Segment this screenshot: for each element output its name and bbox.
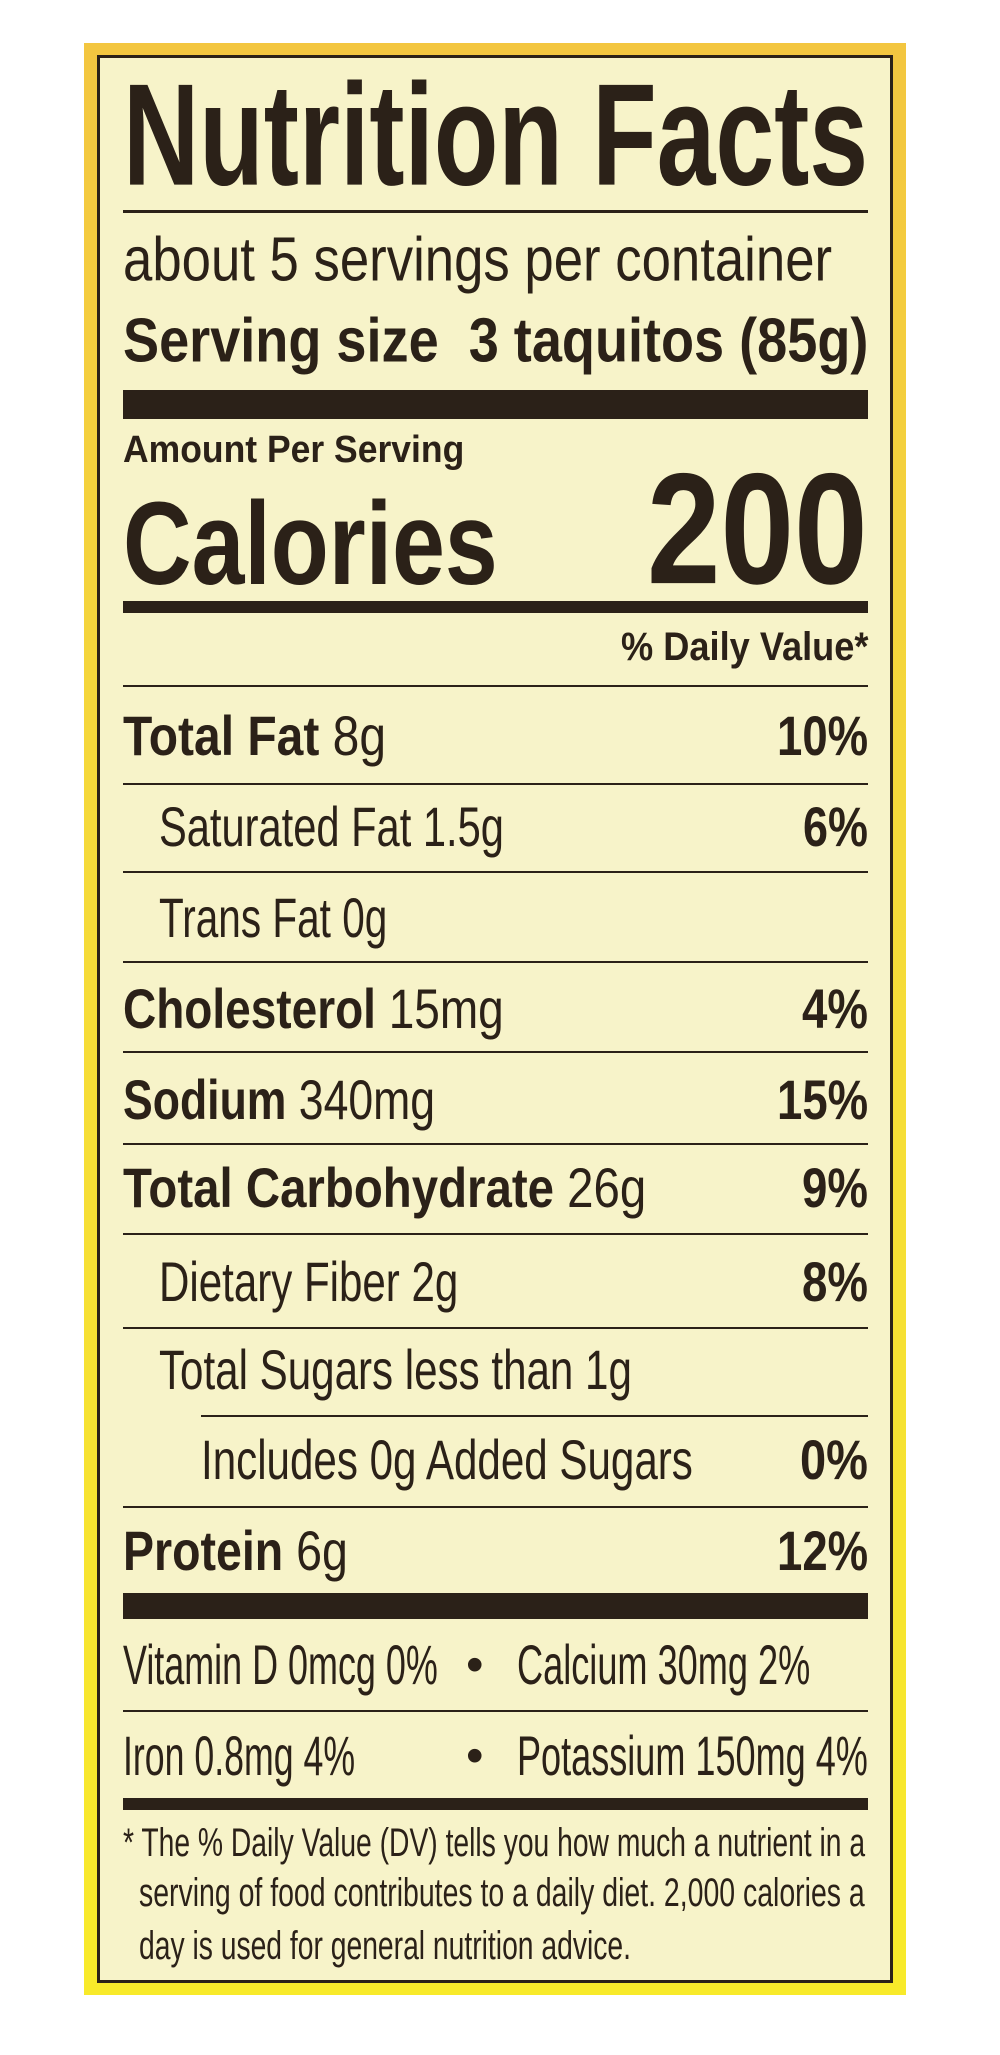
nutrient-name: Cholesterol: [123, 976, 376, 1040]
thick-divider: [123, 390, 868, 419]
nutrient-daily-value: 8%: [802, 1249, 868, 1313]
calories-value: 200: [647, 441, 868, 618]
calcium: Calcium 30mg 2%: [517, 1632, 811, 1696]
nutrient-name: Dietary Fiber: [159, 1249, 400, 1313]
nutrition-facts-panel: [97, 55, 893, 1983]
nutrient-amount: 340mg: [298, 1067, 436, 1131]
nutrient-amount: less than 1g: [404, 1337, 632, 1401]
nutrient-daily-value: 6%: [803, 794, 868, 858]
serving-size-label: Serving size: [123, 306, 439, 376]
nutrient-name: Total Fat: [123, 703, 320, 767]
nutrient-row-label: Saturated Fat 1.5g: [159, 795, 504, 859]
nutrient-row-label: Total Carbohydrate 26g: [123, 1156, 646, 1220]
footnote-line: serving of food contributes to a daily d…: [139, 1871, 865, 1915]
nutrient-daily-value: 15%: [776, 1067, 868, 1131]
iron: Iron 0.8mg 4%: [123, 1723, 356, 1787]
divider: [123, 783, 868, 785]
nutrient-amount: 26g: [567, 1155, 647, 1219]
bullet: •: [466, 1727, 484, 1784]
nutrient-row-label: Dietary Fiber 2g: [159, 1250, 458, 1314]
nutrient-amount: 15mg: [388, 976, 504, 1040]
bullet: •: [466, 1636, 484, 1693]
nutrient-name: Total Carbohydrate: [123, 1155, 554, 1219]
divider: [123, 1051, 868, 1053]
footnote-line: day is used for general nutrition advice…: [139, 1924, 631, 1968]
nutrient-amount: 0g: [342, 885, 388, 949]
divider: [123, 1233, 868, 1235]
nutrient-amount: 6g: [296, 1518, 348, 1582]
nutrient-row-label: Includes 0g Added Sugars: [201, 1428, 693, 1492]
nutrient-name: Includes 0g Added Sugars: [201, 1427, 693, 1491]
nutrient-name: Trans Fat: [159, 885, 331, 949]
divider: [123, 1710, 868, 1712]
nutrient-name: Total Sugars: [159, 1337, 394, 1401]
medium-divider: [123, 1798, 868, 1810]
divider: [123, 1506, 868, 1508]
nutrient-amount: 2g: [411, 1249, 459, 1313]
nutrient-row-label: Sodium 340mg: [123, 1068, 435, 1132]
divider: [123, 961, 868, 963]
nutrient-daily-value: 0%: [800, 1427, 868, 1491]
nutrient-daily-value: 10%: [776, 703, 868, 767]
divider: [123, 1327, 868, 1329]
divider: [123, 871, 868, 873]
nutrient-row-label: Total Sugars less than 1g: [159, 1338, 632, 1402]
nutrient-name: Sodium: [123, 1067, 287, 1131]
vitamin-d: Vitamin D 0mcg 0%: [123, 1632, 438, 1696]
nutrient-row-label: Trans Fat 0g: [159, 886, 387, 950]
medium-divider: [123, 601, 868, 613]
serving-size-value: 3 taquitos (85g): [468, 306, 869, 376]
thick-divider: [123, 1593, 868, 1619]
serving-size: Serving size 3 taquitos (85g): [123, 305, 868, 376]
nutrient-row-label: Total Fat 8g: [123, 704, 386, 768]
servings-per-container: about 5 servings per container: [123, 225, 833, 295]
nutrient-daily-value: 4%: [802, 976, 868, 1040]
nutrient-daily-value: 12%: [776, 1518, 868, 1582]
nutrient-amount: 8g: [332, 703, 387, 767]
nutrient-name: Saturated Fat: [159, 794, 412, 858]
divider: [123, 1143, 868, 1145]
nutrient-row-label: Protein 6g: [123, 1519, 348, 1583]
footnote-line: * The % Daily Value (DV) tells you how m…: [123, 1821, 866, 1865]
divider: [123, 210, 868, 213]
daily-value-header: % Daily Value*: [620, 625, 868, 669]
nutrient-row-label: Cholesterol 15mg: [123, 977, 504, 1041]
nutrient-amount: 1.5g: [422, 794, 504, 858]
divider: [201, 1415, 868, 1417]
nutrient-name: Protein: [123, 1518, 284, 1582]
potassium: Potassium 150mg 4%: [517, 1723, 868, 1787]
divider: [123, 685, 868, 687]
label-title: Nutrition Facts: [123, 53, 869, 216]
nutrient-daily-value: 9%: [802, 1155, 868, 1219]
calories-label: Calories: [123, 478, 498, 611]
amount-per-serving: Amount Per Serving: [123, 429, 465, 472]
